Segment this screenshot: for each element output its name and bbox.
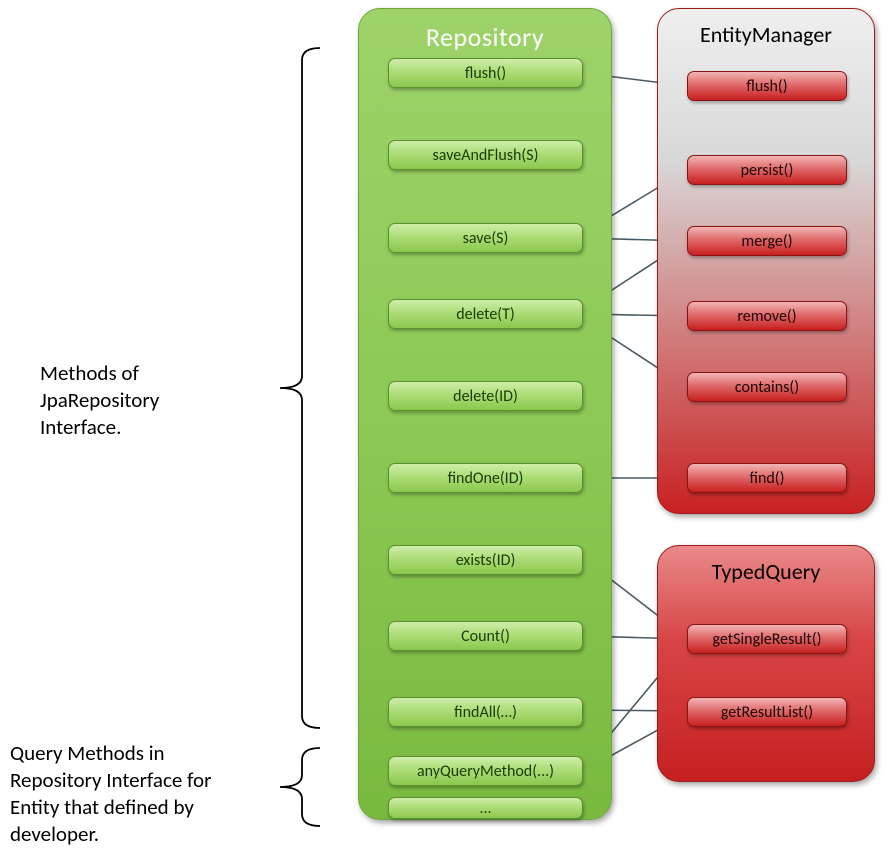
typedquery-title: TypedQuery [672, 558, 860, 585]
method-saveAndFlush: saveAndFlush(S) [388, 140, 583, 170]
jpa-methods-label: Methods ofJpaRepositoryInterface. [40, 360, 159, 441]
method-exists: exists(ID) [388, 545, 583, 575]
method-em_flush: flush() [687, 71, 847, 101]
method-em_merge: merge() [687, 226, 847, 256]
method-anyQuery: anyQueryMethod(...) [388, 756, 583, 786]
method-em_remove: remove() [687, 301, 847, 331]
repository-title: Repository [373, 21, 597, 53]
entitymanager-title: EntityManager [672, 21, 860, 48]
method-count: Count() [388, 621, 583, 651]
method-ellipsis: … [388, 797, 583, 819]
method-tq_list: getResultList() [687, 697, 847, 727]
method-deleteT: delete(T) [388, 299, 583, 329]
method-tq_single: getSingleResult() [687, 624, 847, 654]
method-em_persist: persist() [687, 155, 847, 185]
method-em_find: find() [687, 463, 847, 493]
typedquery-container: TypedQuery [657, 545, 875, 782]
method-deleteID: delete(ID) [388, 381, 583, 411]
method-findOne: findOne(ID) [388, 463, 583, 493]
method-save: save(S) [388, 223, 583, 253]
method-flush: flush() [388, 58, 583, 88]
method-findAll: findAll(…) [388, 697, 583, 727]
method-em_contains: contains() [687, 372, 847, 402]
query-methods-label: Query Methods inRepository Interface for… [10, 740, 211, 848]
